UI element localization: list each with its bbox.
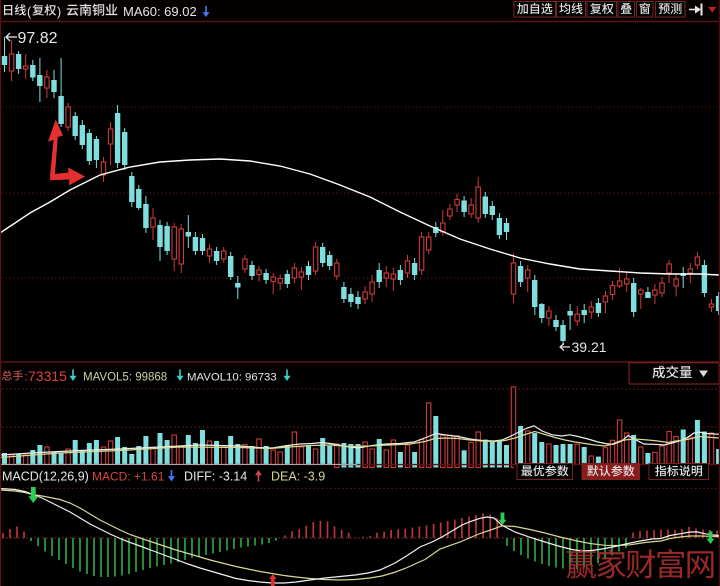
svg-text:MACD: +1.61: MACD: +1.61 (92, 470, 165, 484)
svg-text:73315: 73315 (28, 368, 67, 384)
svg-text:): ) (57, 5, 61, 19)
svg-text:(: ( (27, 5, 32, 19)
svg-text:DIFF: -3.14: DIFF: -3.14 (184, 470, 247, 484)
svg-text:MACD(12,26,9): MACD(12,26,9) (2, 470, 89, 484)
svg-text:MAVOL10: 96733: MAVOL10: 96733 (187, 372, 277, 384)
svg-text:DEA: -3.9: DEA: -3.9 (271, 470, 325, 484)
svg-text:97.82: 97.82 (18, 30, 58, 47)
svg-text::: : (25, 370, 28, 384)
svg-text:MAVOL5: 99868: MAVOL5: 99868 (83, 372, 167, 384)
svg-text:39.21: 39.21 (572, 339, 607, 355)
svg-text:MA60: 69.02: MA60: 69.02 (123, 4, 197, 19)
